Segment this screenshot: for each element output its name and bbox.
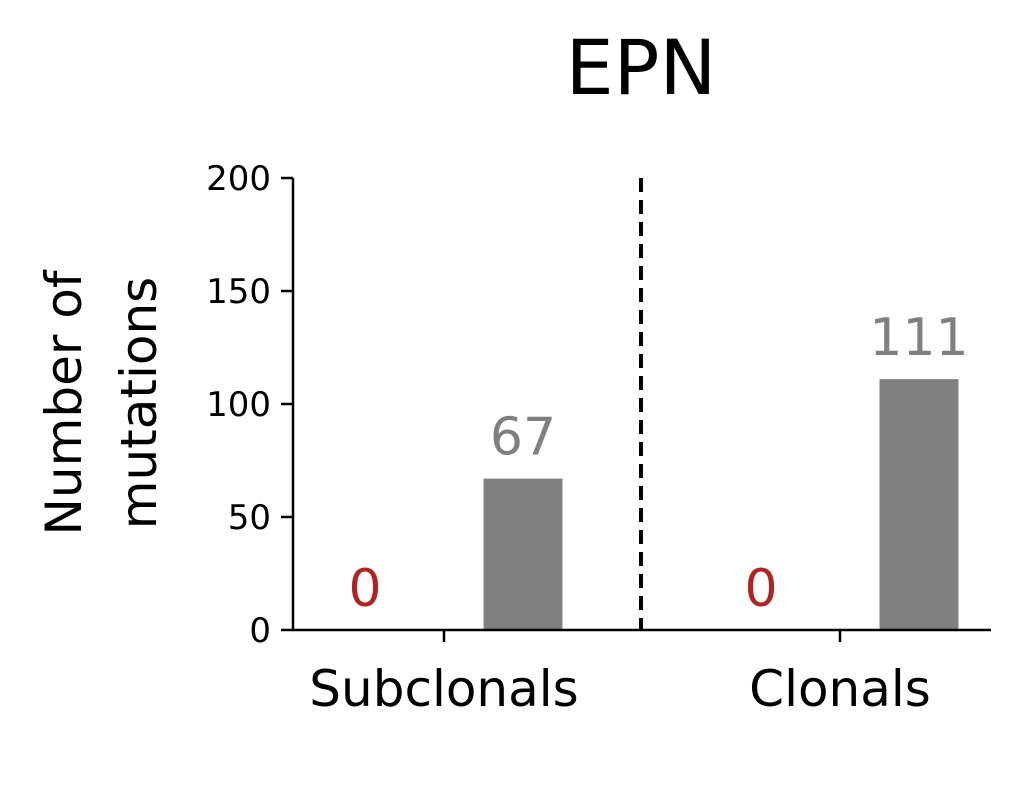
chart-title: EPN	[566, 23, 717, 112]
data-label-clonals-0: 0	[744, 559, 777, 619]
x-tick-label-clonals: Clonals	[749, 660, 931, 718]
y-tick-label: 100	[206, 385, 271, 425]
y-ticks-group: 0 50 100 150 200	[206, 159, 293, 651]
bar-subclonals-1	[483, 478, 563, 630]
bars-group	[483, 379, 959, 630]
y-tick-label: 150	[206, 272, 271, 312]
y-tick-label: 50	[228, 498, 271, 538]
x-ticks-group: Subclonals Clonals	[309, 630, 931, 718]
data-labels-group: 0 0 67 111	[348, 308, 968, 619]
data-label-clonals-1: 111	[869, 308, 968, 368]
bar-clonals-1	[879, 379, 959, 630]
x-tick-label-subclonals: Subclonals	[309, 660, 578, 718]
y-axis-label: Number of mutations	[35, 269, 168, 535]
y-tick-label: 0	[249, 611, 271, 651]
data-label-subclonals-0: 0	[348, 559, 381, 619]
y-axis-label-line-2: mutations	[110, 277, 168, 529]
y-axis-label-line-1: Number of	[35, 269, 93, 535]
y-tick-label: 200	[206, 159, 271, 199]
data-label-subclonals-1: 67	[490, 408, 556, 468]
